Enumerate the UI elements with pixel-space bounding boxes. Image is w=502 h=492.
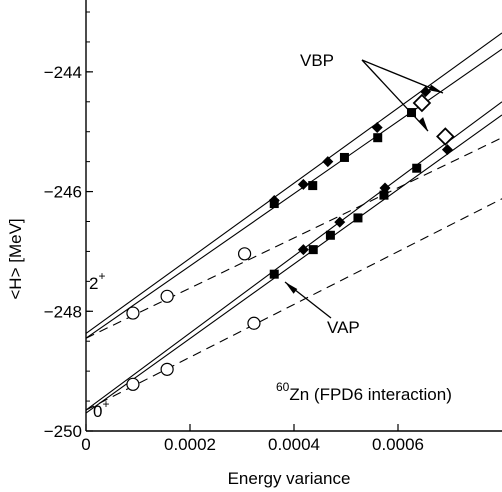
square-marker: [325, 230, 335, 240]
open-circle-marker: [126, 377, 140, 391]
solid-fit-line: [86, 48, 502, 339]
open-diamond-marker: [436, 127, 455, 146]
open-circle-marker: [238, 247, 252, 261]
diamond-marker: [334, 216, 346, 228]
x-axis-label: Energy variance: [228, 469, 351, 488]
vbp-arrowhead-lower: [418, 117, 428, 131]
data-markers: [126, 86, 455, 391]
nucleus-mass-number: 60: [276, 380, 290, 394]
ticks: 0 0.0002 0.0004 0.0006 −244 −246 −248 −250: [44, 11, 424, 454]
square-marker: [339, 152, 349, 162]
open-diamond-marker: [412, 93, 432, 113]
solid-fit-line: [86, 101, 502, 411]
axes: [85, 0, 502, 432]
diamond-marker: [297, 244, 309, 256]
dashed-fit-line: [86, 137, 502, 339]
open-circle-marker: [247, 316, 261, 330]
vbp-arrow-lower: [361, 59, 429, 132]
square-marker: [308, 181, 318, 191]
open-circle-marker: [126, 306, 140, 320]
vbp-arrow-upper: [361, 59, 444, 94]
solid-fit-line: [86, 114, 502, 414]
vap-arrowhead: [285, 282, 298, 294]
spin-0plus-sup: +: [102, 397, 109, 411]
x-tick-label: 0.0002: [164, 435, 216, 454]
x-tick-label: 0: [81, 435, 90, 454]
square-marker: [373, 133, 383, 143]
square-marker: [353, 213, 363, 223]
diamond-marker: [441, 144, 453, 156]
spin-2plus-sup: +: [98, 269, 105, 283]
y-tick-label: −244: [44, 63, 82, 82]
vbp-label: VBP: [300, 51, 334, 70]
arrowheads: [285, 84, 443, 294]
square-marker: [379, 190, 389, 200]
square-marker: [412, 163, 422, 173]
y-tick-label: −248: [44, 302, 82, 321]
vbp-arrowhead-upper: [428, 84, 443, 93]
x-tick-label: 0.0004: [268, 435, 320, 454]
open-circle-marker: [160, 289, 174, 303]
spin-2plus-base: 2: [89, 274, 98, 293]
spin-0plus-base: 0: [93, 402, 102, 421]
diamond-marker: [322, 156, 334, 168]
spin-0plus-label: 0+: [93, 397, 109, 421]
solid-fit-line: [86, 32, 502, 334]
y-tick-label: −250: [44, 422, 82, 441]
diamond-marker: [420, 86, 432, 98]
nucleus-label: 60Zn (FPD6 interaction): [276, 380, 452, 404]
nucleus-text: Zn (FPD6 interaction): [289, 385, 452, 404]
dashed-fit-line: [86, 198, 502, 411]
spin-2plus-label: 2+: [89, 269, 105, 293]
open-circle-marker: [160, 362, 174, 376]
square-marker: [269, 199, 279, 209]
vap-label: VAP: [327, 318, 360, 337]
y-axis-label: <H> [MeV]: [6, 218, 25, 299]
fit-lines: [86, 32, 502, 414]
diamond-marker: [371, 122, 383, 134]
x-tick-label: 0.0006: [372, 435, 424, 454]
square-marker: [269, 269, 279, 279]
square-marker: [308, 245, 318, 255]
y-tick-label: −246: [44, 183, 82, 202]
diamond-marker: [297, 178, 309, 190]
